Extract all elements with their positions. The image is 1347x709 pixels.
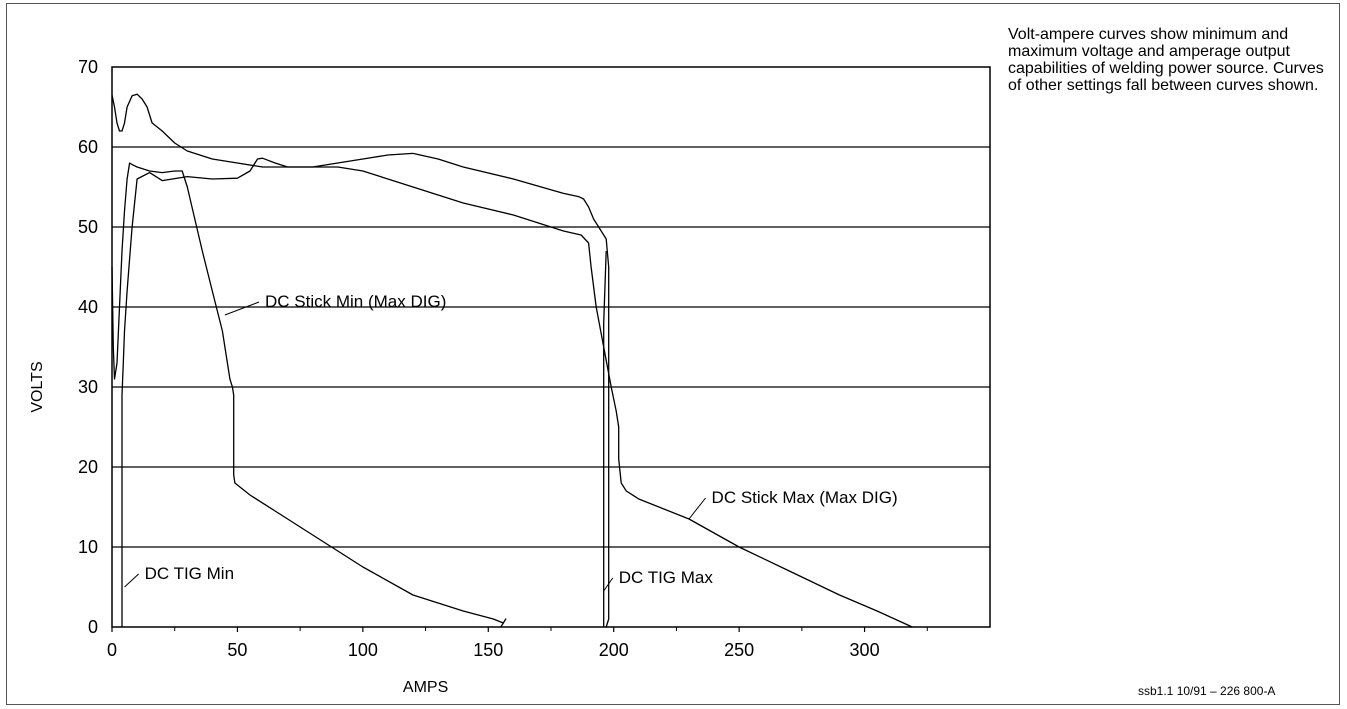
plot-area xyxy=(111,66,991,628)
y-tick-label: 20 xyxy=(78,457,98,477)
curves xyxy=(111,93,913,628)
y-axis-ticks: 0 10 20 30 40 50 60 70 xyxy=(78,57,98,637)
y-tick-label: 40 xyxy=(78,297,98,317)
dc-tig-min-label: DC TIG Min xyxy=(145,564,234,583)
x-tick-label: 50 xyxy=(227,640,247,660)
x-tick-label: 150 xyxy=(473,640,503,660)
x-tick-label: 300 xyxy=(850,640,880,660)
dc-stick-min-max-dig-curve xyxy=(111,162,507,628)
figure-frame xyxy=(6,3,1340,705)
dc-tig-max-leader-line xyxy=(603,577,614,592)
chart-note: Volt-ampere curves show minimum and maxi… xyxy=(1008,26,1324,94)
y-tick-label: 50 xyxy=(78,217,98,237)
y-tick-label: 10 xyxy=(78,537,98,557)
x-tick-label: 200 xyxy=(599,640,629,660)
x-tick-label: 0 xyxy=(107,640,117,660)
x-tick-label: 250 xyxy=(724,640,754,660)
dc-stick-max-max-dig-leader-line xyxy=(688,497,706,520)
dc-stick-min-max-dig-label: DC Stick Min (Max DIG) xyxy=(265,292,446,311)
grid-lines xyxy=(112,146,990,548)
dc-tig-min-leader-line xyxy=(124,573,139,588)
y-tick-label: 60 xyxy=(78,137,98,157)
figure-reference: ssb1.1 10/91 – 226 800-A xyxy=(1138,684,1276,698)
dc-tig-max-label: DC TIG Max xyxy=(619,568,714,587)
dc-tig-min-curve xyxy=(121,152,610,628)
y-axis-label: VOLTS xyxy=(29,361,46,412)
y-tick-label: 70 xyxy=(78,57,98,77)
y-tick-label: 0 xyxy=(88,617,98,637)
dc-tig-max-curve xyxy=(603,250,607,627)
x-tick-label: 100 xyxy=(348,640,378,660)
curve-labels: DC Stick Min (Max DIG) DC Stick Max (Max … xyxy=(124,292,898,592)
x-axis-ticks: 0 50 100 150 200 250 300 xyxy=(107,627,928,660)
dc-stick-min-max-dig-leader-line xyxy=(224,301,260,316)
x-axis-label: AMPS xyxy=(403,679,448,696)
dc-stick-max-max-dig-curve xyxy=(111,93,913,628)
y-tick-label: 30 xyxy=(78,377,98,397)
dc-stick-max-max-dig-label: DC Stick Max (Max DIG) xyxy=(712,488,898,507)
